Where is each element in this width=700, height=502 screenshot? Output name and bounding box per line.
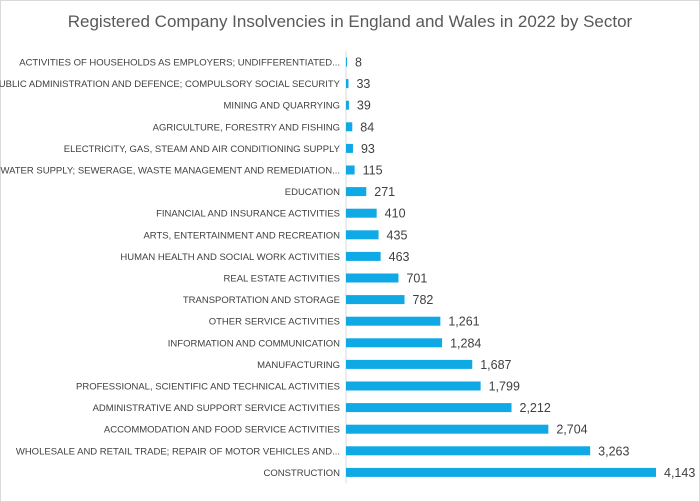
bar xyxy=(346,208,377,218)
bar xyxy=(346,79,349,89)
bar xyxy=(346,230,379,240)
bar xyxy=(346,165,355,175)
category-label: TRANSPORTATION AND STORAGE xyxy=(183,295,340,306)
bar xyxy=(346,122,353,132)
value-label: 463 xyxy=(389,250,410,264)
bar xyxy=(346,316,441,326)
value-label: 39 xyxy=(357,99,371,113)
category-label: ACCOMMODATION AND FOOD SERVICE ACTIVITIE… xyxy=(104,425,340,436)
bar xyxy=(346,359,473,369)
category-label: INFORMATION AND COMMUNICATION xyxy=(168,338,340,349)
value-label: 271 xyxy=(374,185,395,199)
bar xyxy=(346,467,656,477)
value-label: 1,799 xyxy=(489,380,520,394)
category-label: ARTS, ENTERTAINMENT AND RECREATION xyxy=(143,230,340,241)
category-label: REAL ESTATE ACTIVITIES xyxy=(224,274,341,285)
category-label: WATER SUPPLY; SEWERAGE, WASTE MANAGEMENT… xyxy=(1,166,341,177)
category-label: HUMAN HEALTH AND SOCIAL WORK ACTIVITIES xyxy=(120,252,340,263)
category-label: OTHER SERVICE ACTIVITIES xyxy=(209,317,340,328)
category-label: PUBLIC ADMINISTRATION AND DEFENCE; COMPU… xyxy=(0,79,341,90)
value-label: 782 xyxy=(413,293,434,307)
value-label: 410 xyxy=(385,207,406,221)
category-label: FINANCIAL AND INSURANCE ACTIVITIES xyxy=(156,209,340,220)
bar xyxy=(346,338,443,348)
value-label: 701 xyxy=(406,272,427,286)
bar xyxy=(346,295,405,305)
chart-title: Registered Company Insolvencies in Engla… xyxy=(67,12,633,31)
value-label: 1,261 xyxy=(448,315,479,329)
category-label: ACTIVITIES OF HOUSEHOLDS AS EMPLOYERS; U… xyxy=(19,58,340,69)
value-label: 115 xyxy=(363,164,383,178)
category-label: EDUCATION xyxy=(285,187,340,198)
value-label: 33 xyxy=(356,77,370,91)
value-label: 3,263 xyxy=(598,444,629,458)
bar xyxy=(346,187,367,197)
category-label: CONSTRUCTION xyxy=(263,468,340,479)
bar xyxy=(346,403,512,413)
value-label: 4,143 xyxy=(664,466,695,480)
bar xyxy=(346,251,381,261)
value-label: 1,687 xyxy=(480,358,511,372)
category-label: MINING AND QUARRYING xyxy=(224,101,340,112)
category-label: ELECTRICITY, GAS, STEAM AND AIR CONDITIO… xyxy=(64,144,341,155)
category-label: PROFESSIONAL, SCIENTIFIC AND TECHNICAL A… xyxy=(76,382,340,393)
bar xyxy=(346,446,591,456)
value-label: 435 xyxy=(387,228,408,242)
value-label: 93 xyxy=(361,142,375,156)
bar xyxy=(346,143,353,153)
value-label: 84 xyxy=(360,120,374,134)
value-label: 1,284 xyxy=(450,336,481,350)
category-label: MANUFACTURING xyxy=(257,360,340,371)
bar xyxy=(346,273,399,283)
bar xyxy=(346,100,349,110)
bar xyxy=(346,381,481,391)
value-label: 2,704 xyxy=(556,423,587,437)
value-label: 8 xyxy=(355,56,362,70)
category-label: AGRICULTURE, FORESTRY AND FISHING xyxy=(153,122,340,133)
value-label: 2,212 xyxy=(520,401,551,415)
category-label: ADMINISTRATIVE AND SUPPORT SERVICE ACTIV… xyxy=(93,403,340,414)
category-label: WHOLESALE AND RETAIL TRADE; REPAIR OF MO… xyxy=(16,446,340,457)
bar xyxy=(346,424,549,434)
bar xyxy=(346,57,347,67)
